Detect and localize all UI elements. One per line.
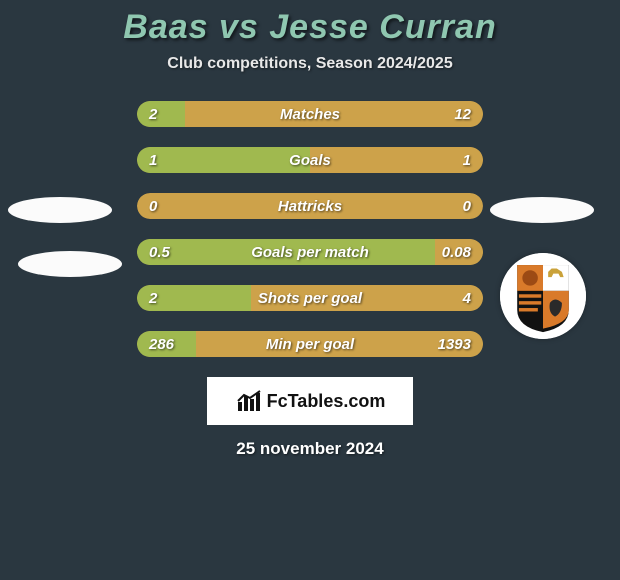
stat-label: Matches — [137, 101, 483, 127]
stat-row: 00Hattricks — [137, 193, 483, 219]
subtitle: Club competitions, Season 2024/2025 — [0, 55, 620, 73]
left-player-ellipse-1 — [8, 197, 112, 223]
stat-label: Hattricks — [137, 193, 483, 219]
brand-logo-icon — [235, 388, 261, 414]
right-player-ellipse — [490, 197, 594, 223]
club-badge-svg — [500, 253, 586, 339]
content-area: 212Matches 11Goals 00Hattricks 0.50.08Goals… — [0, 73, 620, 357]
date-text: 25 november 2024 — [0, 439, 620, 459]
club-badge — [500, 253, 586, 339]
page-title: Baas vs Jesse Curran — [0, 0, 620, 47]
stat-label: Goals — [137, 147, 483, 173]
stat-label: Goals per match — [137, 239, 483, 265]
stat-row: 11Goals — [137, 147, 483, 173]
stat-label: Shots per goal — [137, 285, 483, 311]
stat-label: Min per goal — [137, 331, 483, 357]
stats-rows: 212Matches 11Goals 00Hattricks 0.50.08Goals… — [137, 73, 483, 357]
stat-row: 212Matches — [137, 101, 483, 127]
brand-text: FcTables.com — [267, 391, 386, 412]
stat-row: 2861393Min per goal — [137, 331, 483, 357]
stat-row: 24Shots per goal — [137, 285, 483, 311]
brand-footer: FcTables.com — [207, 377, 413, 425]
stat-row: 0.50.08Goals per match — [137, 239, 483, 265]
left-player-ellipse-2 — [18, 251, 122, 277]
